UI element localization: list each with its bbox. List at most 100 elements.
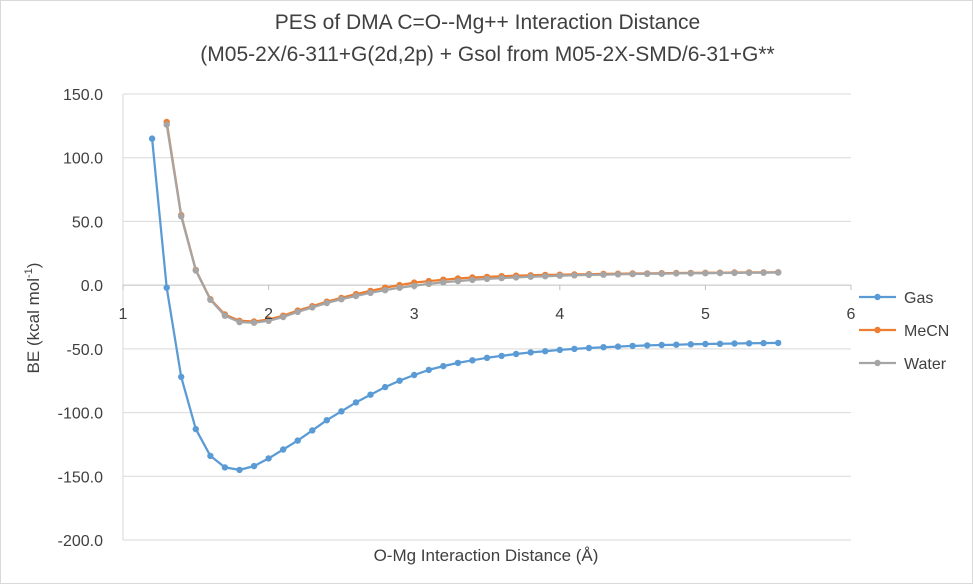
data-point-water — [469, 276, 476, 284]
x-tick-label: 5 — [701, 306, 710, 323]
y-axis-label: BE (kcal mol-1) — [23, 263, 43, 374]
data-point-water — [527, 273, 534, 280]
data-point-gas — [309, 427, 316, 434]
data-point-water — [716, 269, 724, 277]
data-point-gas — [512, 350, 520, 358]
data-point-water — [760, 269, 767, 276]
data-series — [148, 118, 782, 474]
data-point-gas — [411, 371, 418, 379]
data-point-water — [411, 282, 418, 289]
data-point-gas — [178, 373, 185, 381]
data-point-gas — [265, 455, 272, 462]
data-point-gas — [629, 342, 636, 350]
data-point-gas — [556, 346, 563, 354]
data-point-water — [207, 296, 214, 303]
data-point-water — [454, 277, 462, 285]
data-point-gas — [250, 462, 258, 470]
data-point-gas — [614, 343, 622, 350]
data-point-water — [440, 279, 447, 286]
data-point-water — [323, 299, 330, 307]
y-tick-label: 0.0 — [81, 278, 103, 295]
data-point-gas — [425, 366, 432, 374]
data-point-gas — [338, 408, 345, 415]
y-tick-label: -200.0 — [58, 533, 103, 550]
legend-marker-mecn — [874, 326, 881, 334]
data-point-water — [381, 287, 389, 294]
data-point-water — [571, 272, 578, 279]
data-point-water — [236, 318, 243, 326]
data-point-water — [280, 313, 287, 321]
data-point-water — [556, 272, 563, 279]
data-point-gas — [760, 339, 767, 347]
data-point-gas — [221, 464, 229, 471]
x-tick-label: 2 — [264, 306, 273, 323]
data-point-gas — [323, 417, 330, 424]
data-point-water — [396, 284, 403, 291]
data-point-gas — [600, 344, 607, 351]
y-tick-label: -100.0 — [58, 406, 103, 423]
data-point-gas — [148, 135, 156, 142]
x-tick-label: 1 — [119, 306, 128, 323]
data-point-water — [542, 273, 549, 280]
data-point-water — [221, 312, 229, 319]
legend-label-mecn: MeCN — [904, 323, 949, 340]
x-tick-label: 3 — [410, 306, 419, 323]
data-point-gas — [192, 425, 199, 433]
data-point-gas — [483, 354, 491, 361]
data-point-gas — [585, 344, 593, 352]
data-point-water — [512, 274, 520, 281]
data-point-gas — [294, 437, 301, 444]
data-point-water — [352, 292, 360, 300]
data-point-water — [775, 269, 782, 276]
data-point-gas — [440, 362, 447, 370]
y-tick-label: 100.0 — [63, 151, 103, 168]
data-point-water — [498, 274, 505, 282]
data-point-water — [294, 308, 301, 316]
data-point-gas — [644, 342, 651, 349]
y-axis-label-end: ) — [24, 263, 43, 269]
legend-marker-water — [874, 359, 881, 367]
data-point-gas — [352, 399, 360, 406]
data-point-gas — [658, 341, 665, 349]
data-point-gas — [702, 340, 709, 348]
data-point-water — [658, 270, 665, 277]
x-tick-label: 4 — [555, 306, 564, 323]
data-point-water — [178, 213, 185, 220]
data-point-water — [483, 275, 491, 283]
legend: Gas MeCN Water — [859, 290, 949, 373]
y-tick-label: 50.0 — [72, 214, 103, 231]
data-point-gas — [207, 452, 214, 460]
data-point-water — [614, 271, 622, 278]
data-point-gas — [571, 345, 578, 353]
data-point-gas — [367, 391, 374, 398]
y-tick-label: -150.0 — [58, 469, 103, 486]
data-point-gas — [775, 339, 782, 347]
tick-labels: 150.0 100.0 50.0 0.0 -50.0 -100.0 -150.0 -200.0… — [58, 87, 856, 550]
data-point-gas — [163, 284, 170, 291]
data-point-water — [644, 270, 651, 277]
data-point-gas — [542, 348, 549, 355]
legend-marker-gas — [874, 293, 881, 301]
data-point-gas — [381, 383, 389, 391]
data-point-gas — [716, 340, 724, 347]
data-point-gas — [469, 357, 476, 364]
data-point-water — [673, 270, 680, 277]
legend-label-water: Water — [904, 356, 947, 373]
data-point-water — [745, 269, 753, 276]
chart-subtitle: (M05-2X/6-311+G(2d,2p) + Gsol from M05-2… — [200, 43, 775, 66]
data-point-water — [309, 304, 316, 311]
data-point-water — [338, 296, 345, 303]
data-point-water — [600, 271, 607, 278]
data-point-water — [163, 121, 170, 128]
y-axis-label-sup: -1 — [23, 268, 35, 278]
chart-title: PES of DMA C=O--Mg++ Interaction Distanc… — [274, 11, 701, 34]
data-point-water — [687, 270, 694, 277]
legend-label-gas: Gas — [904, 290, 933, 307]
y-tick-label: 150.0 — [63, 87, 103, 104]
data-point-water — [629, 270, 636, 278]
y-tick-label: -50.0 — [67, 342, 104, 359]
data-point-water — [192, 267, 199, 274]
data-point-gas — [527, 349, 534, 356]
y-axis-label-main: BE (kcal mol — [24, 278, 43, 373]
